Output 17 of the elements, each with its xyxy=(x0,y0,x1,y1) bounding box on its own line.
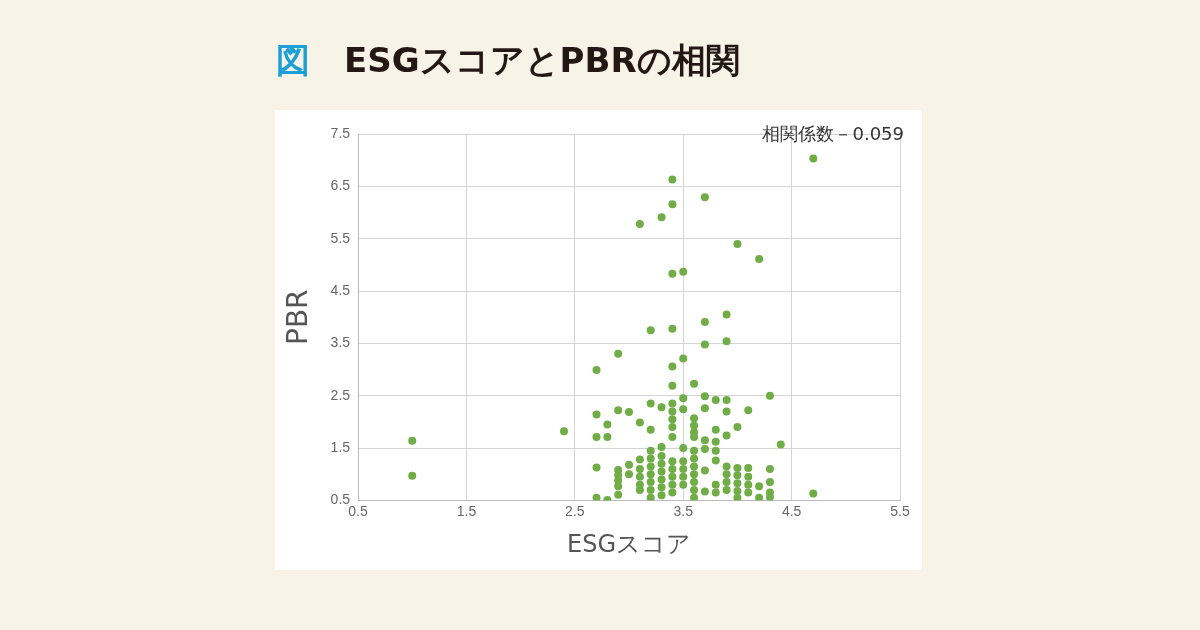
x-tick-label: 0.5 xyxy=(348,502,368,519)
y-tick-label: 6.5 xyxy=(330,177,351,194)
x-axis-title: ESGスコア xyxy=(567,529,692,558)
y-tick-label: 4.5 xyxy=(330,281,351,298)
annotation: 相関係数－0.059 xyxy=(762,122,904,144)
y-tick-label: 5.5 xyxy=(330,229,351,246)
x-tick-label: 5.5 xyxy=(890,502,910,519)
x-tick-label: 3.5 xyxy=(673,502,694,519)
x-tick-label: 2.5 xyxy=(565,502,585,519)
x-tick-label: 4.5 xyxy=(781,502,802,519)
chart-title: 図 ESGスコアとPBRの相関 xyxy=(276,39,740,82)
x-tick-label: 1.5 xyxy=(456,502,477,519)
y-tick-label: 2.5 xyxy=(330,386,351,403)
y-tick-label: 1.5 xyxy=(330,438,351,455)
y-tick-label: 3.5 xyxy=(330,334,351,351)
y-tick-label: 7.5 xyxy=(330,124,351,141)
y-axis-title: PBR xyxy=(281,289,315,345)
